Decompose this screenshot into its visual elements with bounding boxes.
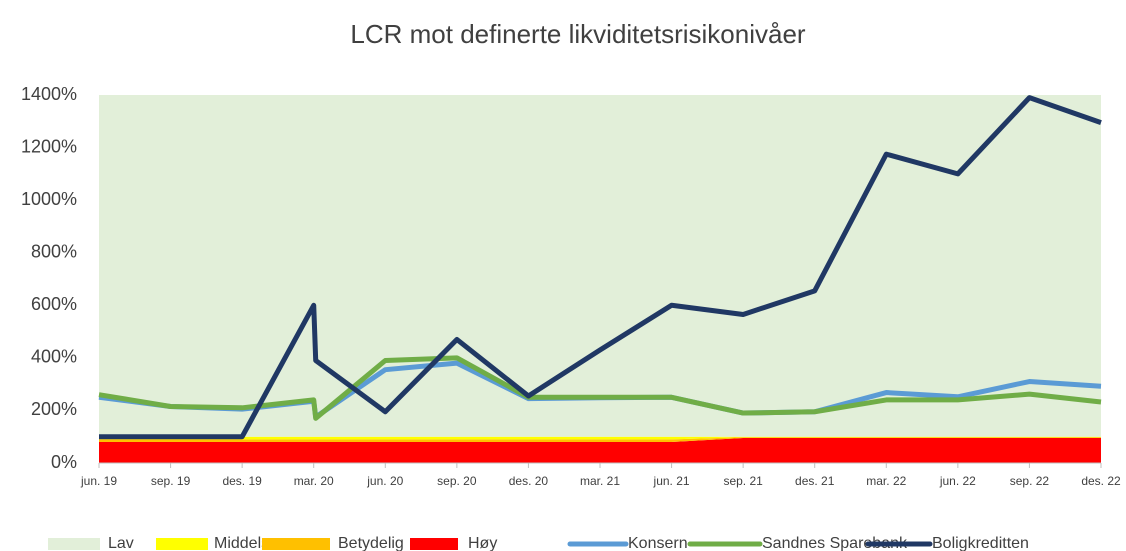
y-tick-label: 800% (31, 241, 77, 261)
x-tick-label: des. 21 (795, 474, 835, 488)
legend-swatch (48, 538, 100, 550)
legend-label: Konsern (628, 535, 688, 551)
y-tick-label: 0% (51, 452, 77, 472)
x-tick-label: sep. 22 (1010, 474, 1050, 488)
legend-label: Sandnes Sparebank (762, 535, 908, 551)
x-tick-label: jun. 19 (80, 474, 117, 488)
line (99, 95, 1102, 440)
x-tick-label: jun. 21 (653, 474, 690, 488)
area (99, 436, 1101, 440)
x-tick-label: sep. 21 (723, 474, 763, 488)
y-tick-label: 200% (31, 399, 77, 419)
legend-label: Lav (108, 535, 134, 551)
area (99, 437, 1101, 442)
legend-swatch (156, 538, 208, 550)
x-tick-label: mar. 21 (580, 474, 620, 488)
y-tick-label: 1400% (21, 84, 77, 104)
x-tick-label: jun. 22 (939, 474, 976, 488)
x-tick-label: mar. 22 (866, 474, 906, 488)
area (99, 95, 1101, 437)
legend-label: Betydelig (338, 535, 404, 551)
x-tick-label: mar. 20 (294, 474, 334, 488)
x-tick-label: sep. 20 (437, 474, 477, 488)
x-tick-label: des. 19 (222, 474, 262, 488)
y-tick-label: 1000% (21, 189, 77, 209)
legend-label: Middels (214, 535, 269, 551)
legend-label: Boligkreditten (932, 535, 1029, 551)
x-tick-label: des. 20 (509, 474, 549, 488)
x-tick-label: des. 22 (1081, 474, 1121, 488)
y-tick-label: 1200% (21, 136, 77, 156)
legend-label: Høy (468, 535, 497, 551)
legend-swatch (410, 538, 458, 550)
area (99, 438, 1101, 463)
chart-title: LCR mot definerte likviditetsrisikonivåe… (350, 19, 806, 49)
x-tick-label: sep. 19 (151, 474, 191, 488)
y-tick-label: 400% (31, 347, 77, 367)
line (98, 355, 1102, 421)
y-tick-label: 600% (31, 294, 77, 314)
x-tick-label: jun. 20 (366, 474, 403, 488)
legend-swatch (262, 538, 330, 550)
